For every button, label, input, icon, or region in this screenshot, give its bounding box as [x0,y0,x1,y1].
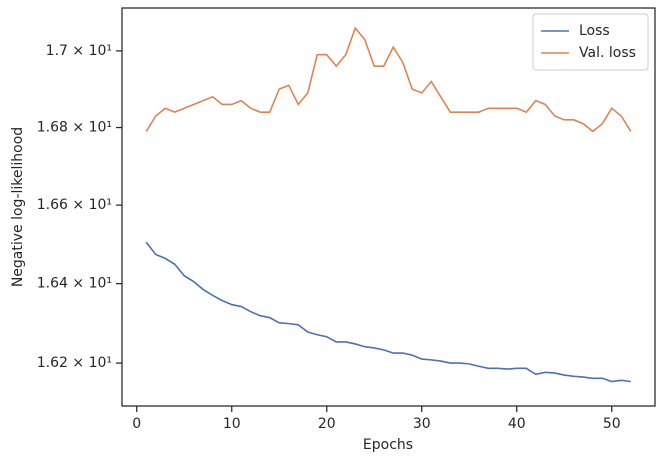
legend-label: Val. loss [579,45,636,61]
legend-box [532,13,649,71]
y-tick-label: 1.64 × 10¹ [37,276,112,292]
y-tick-label: 1.68 × 10¹ [37,120,112,136]
x-tick-label: 0 [132,416,141,432]
x-tick-label: 30 [413,416,431,432]
x-tick-label: 20 [318,416,336,432]
y-tick-label: 1.66 × 10¹ [37,197,112,213]
plot-frame [121,7,656,407]
y-tick-label: 1.7 × 10¹ [46,43,112,59]
series-line [145,241,631,383]
x-tick-label: 50 [603,416,621,432]
x-axis-label: Epochs [363,437,413,453]
x-tick-label: 40 [508,416,526,432]
y-axis-label: Negative log-likelihood [10,127,26,287]
x-tick-label: 10 [223,416,241,432]
y-tick-label: 1.62 × 10¹ [37,355,112,371]
legend-label: Loss [579,23,610,39]
series-line [145,26,632,133]
